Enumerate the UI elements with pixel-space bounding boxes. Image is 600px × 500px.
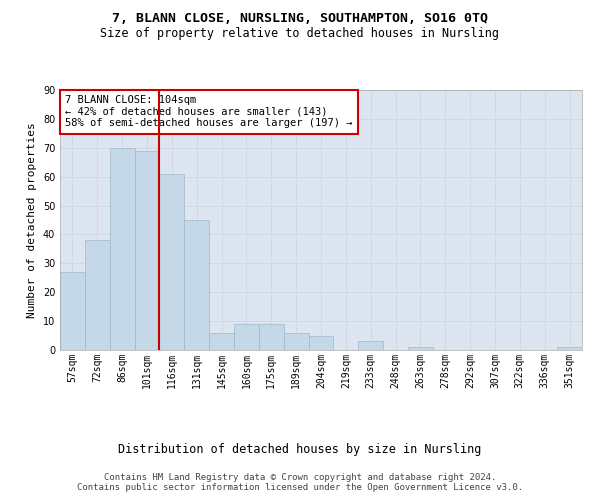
Bar [557, 347, 582, 350]
Bar [358, 342, 383, 350]
Bar [110, 148, 134, 350]
Bar [134, 150, 160, 350]
Bar [234, 324, 259, 350]
Text: Contains HM Land Registry data © Crown copyright and database right 2024.
Contai: Contains HM Land Registry data © Crown c… [77, 472, 523, 492]
Bar [408, 347, 433, 350]
Bar [259, 324, 284, 350]
Y-axis label: Number of detached properties: Number of detached properties [27, 122, 37, 318]
Bar [160, 174, 184, 350]
Bar [60, 272, 85, 350]
Text: 7, BLANN CLOSE, NURSLING, SOUTHAMPTON, SO16 0TQ: 7, BLANN CLOSE, NURSLING, SOUTHAMPTON, S… [112, 12, 488, 26]
Text: Distribution of detached houses by size in Nursling: Distribution of detached houses by size … [118, 442, 482, 456]
Text: 7 BLANN CLOSE: 104sqm
← 42% of detached houses are smaller (143)
58% of semi-det: 7 BLANN CLOSE: 104sqm ← 42% of detached … [65, 95, 353, 128]
Bar [284, 332, 308, 350]
Text: Size of property relative to detached houses in Nursling: Size of property relative to detached ho… [101, 28, 499, 40]
Bar [209, 332, 234, 350]
Bar [308, 336, 334, 350]
Bar [85, 240, 110, 350]
Bar [184, 220, 209, 350]
